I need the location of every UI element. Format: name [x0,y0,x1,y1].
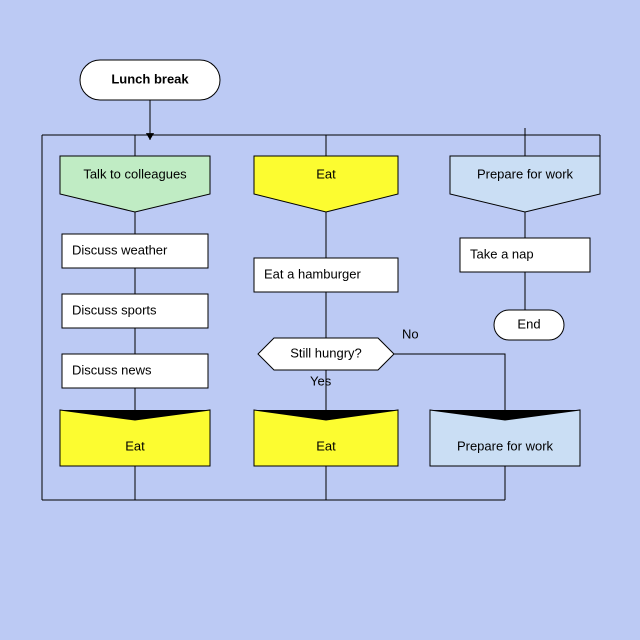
node-hamburger: Eat a hamburger [254,258,398,292]
svg-text:Lunch break: Lunch break [111,71,189,86]
node-prep2: Prepare for work [430,410,580,466]
svg-text:End: End [517,316,540,331]
svg-text:Prepare for work: Prepare for work [457,438,554,453]
node-eat2: Eat [254,410,398,466]
node-box_weather: Discuss weather [62,234,208,268]
svg-text:Eat: Eat [316,438,336,453]
svg-text:Discuss weather: Discuss weather [72,242,168,257]
svg-text:Eat a hamburger: Eat a hamburger [264,266,362,281]
node-decision: Still hungry? [258,338,394,370]
svg-text:Discuss sports: Discuss sports [72,302,157,317]
svg-text:Eat: Eat [125,438,145,453]
flowchart-canvas: Lunch break Talk to colleagues Discuss wea… [0,0,640,640]
svg-text:Still hungry?: Still hungry? [290,345,362,360]
node-nap: Take a nap [460,238,590,272]
decision-label-no: No [402,326,419,341]
node-start: Lunch break [80,60,220,100]
decision-label-yes: Yes [310,373,332,388]
svg-text:Take a nap: Take a nap [470,246,534,261]
svg-text:Discuss news: Discuss news [72,362,152,377]
svg-text:Talk to colleagues: Talk to colleagues [83,166,187,181]
node-box_news: Discuss news [62,354,208,388]
node-eat1: Eat [60,410,210,466]
svg-text:Prepare for work: Prepare for work [477,166,574,181]
node-end: End [494,310,564,340]
svg-text:Eat: Eat [316,166,336,181]
node-box_sports: Discuss sports [62,294,208,328]
